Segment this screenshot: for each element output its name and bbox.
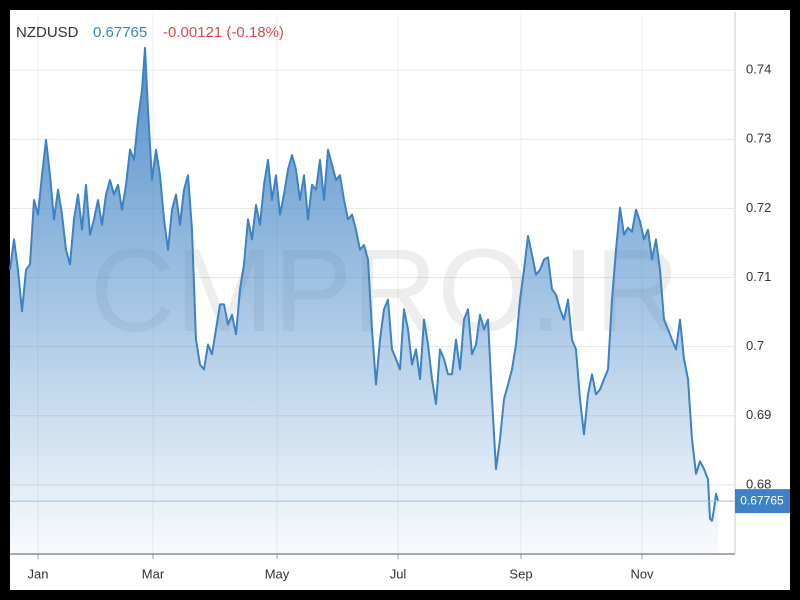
y-tick-label: 0.74 <box>746 62 771 77</box>
y-tick-label: 0.73 <box>746 131 771 146</box>
last-price: 0.67765 <box>93 24 147 41</box>
line <box>9 46 719 522</box>
x-tick-label: Sep <box>509 566 532 581</box>
plot: 0.67765 <box>9 46 790 555</box>
y-tick-label: 0.7 <box>746 338 764 353</box>
last-price-box <box>735 489 790 514</box>
last-price-label: 0.67765 <box>740 493 784 507</box>
symbol: NZDUSD <box>16 24 79 41</box>
x-tick-label: Jul <box>390 566 407 581</box>
y-tick-label: 0.72 <box>746 200 771 215</box>
y-tick-label: 0.69 <box>746 407 771 422</box>
x-tick-label: Mar <box>142 566 165 581</box>
x-tick-label: May <box>265 566 290 581</box>
x-tick-label: Nov <box>630 566 654 581</box>
x-tick-label: Jan <box>28 566 49 581</box>
change: -0.00121 (-0.18%) <box>163 24 284 41</box>
area <box>10 47 718 555</box>
y-tick-label: 0.68 <box>746 476 771 491</box>
y-tick-label: 0.71 <box>746 269 771 284</box>
